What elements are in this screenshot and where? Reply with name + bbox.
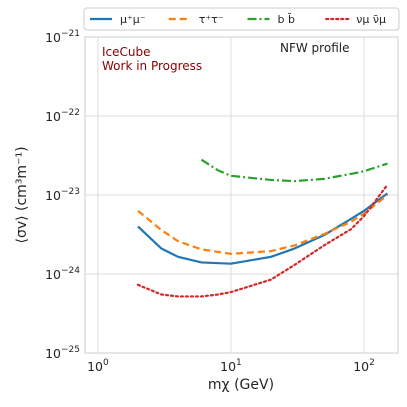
y-tick-label: 10−25 [45, 345, 80, 361]
series-line-0 [137, 192, 389, 265]
plot-frame [84, 36, 399, 354]
y-tick-label: 10−23 [45, 187, 80, 203]
y-tick-label: 10−22 [45, 108, 80, 124]
y-tick-label: 10−24 [45, 266, 80, 282]
legend-label-2: b b̄ [278, 13, 295, 26]
annotation-profile: NFW profile [280, 41, 349, 55]
series-layer [136, 158, 389, 298]
y-tick-label: 10−21 [45, 29, 80, 45]
x-tick-label: 100 [87, 358, 109, 374]
y-axis-title: ⟨σv⟩ (cm³m⁻¹) [14, 146, 30, 243]
annotation-icecube: IceCube [102, 45, 151, 59]
x-tick-labels: 100 101 102 [87, 358, 375, 374]
legend-frame [83, 7, 400, 31]
legend: μ⁺μ⁻ τ⁺τ⁻ b b̄ νμ ν̄μ [83, 7, 400, 31]
annotation-work-in-progress: Work in Progress [102, 59, 202, 73]
legend-label-0: μ⁺μ⁻ [120, 13, 146, 26]
x-tick-label: 101 [220, 358, 242, 374]
y-tick-labels: 10−25 10−24 10−23 10−22 10−21 [45, 29, 80, 361]
x-tick-label: 102 [353, 358, 375, 374]
series-line-1 [137, 194, 389, 255]
legend-label-1: τ⁺τ⁻ [199, 13, 224, 26]
series-line-3 [136, 183, 389, 298]
x-axis-title: mχ (GeV) [208, 377, 274, 393]
series-line-2 [200, 158, 388, 183]
legend-label-3: νμ ν̄μ [356, 13, 386, 26]
